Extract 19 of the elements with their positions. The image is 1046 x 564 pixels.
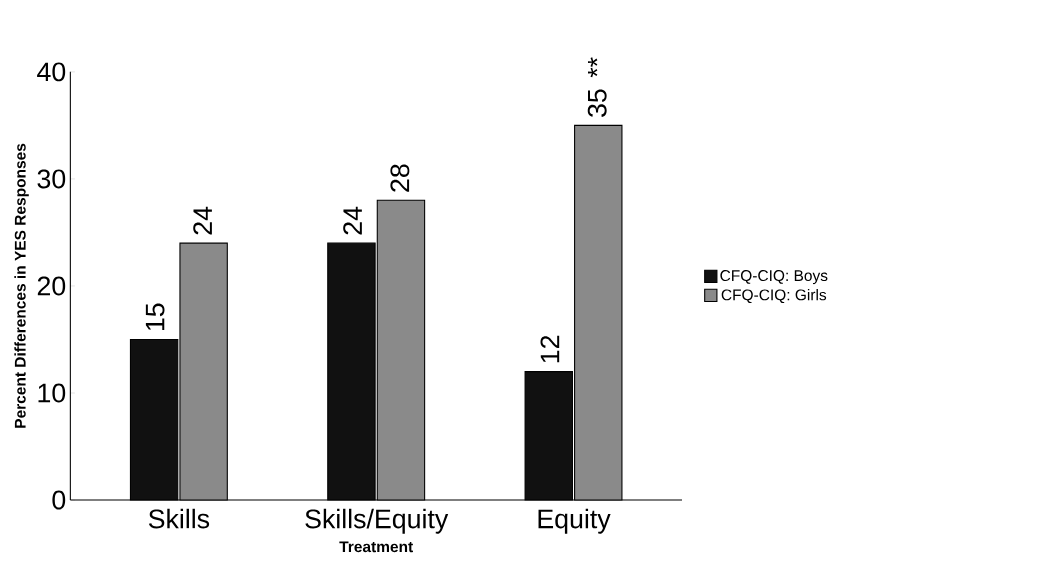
y-tick-label: 10 (38, 383, 66, 403)
data-label: 15 (145, 303, 165, 330)
y-tick-label: 20 (37, 276, 66, 296)
legend-label: CFQ-CIQ: Boys (720, 269, 828, 284)
data-label: 24 (193, 206, 212, 235)
y-tick-label: 0 (52, 490, 66, 510)
legend-label: CFQ-CIQ: Girls (721, 288, 827, 303)
annotation: ** (588, 57, 598, 78)
data-label: 12 (540, 335, 560, 363)
x-tick-label: Equity (538, 508, 611, 534)
y-tick-label: 30 (37, 169, 66, 189)
x-tick-label: Skills/Equity (305, 508, 449, 534)
x-tick-label: Skills (148, 508, 210, 529)
y-axis-title: Percent Differences in YES Responses (14, 143, 29, 428)
y-tick-label: 40 (37, 62, 66, 82)
x-axis-title: Treatment (339, 541, 413, 553)
data-label: 28 (390, 164, 410, 192)
data-label: 35 (587, 89, 607, 117)
data-label: 24 (343, 206, 362, 235)
